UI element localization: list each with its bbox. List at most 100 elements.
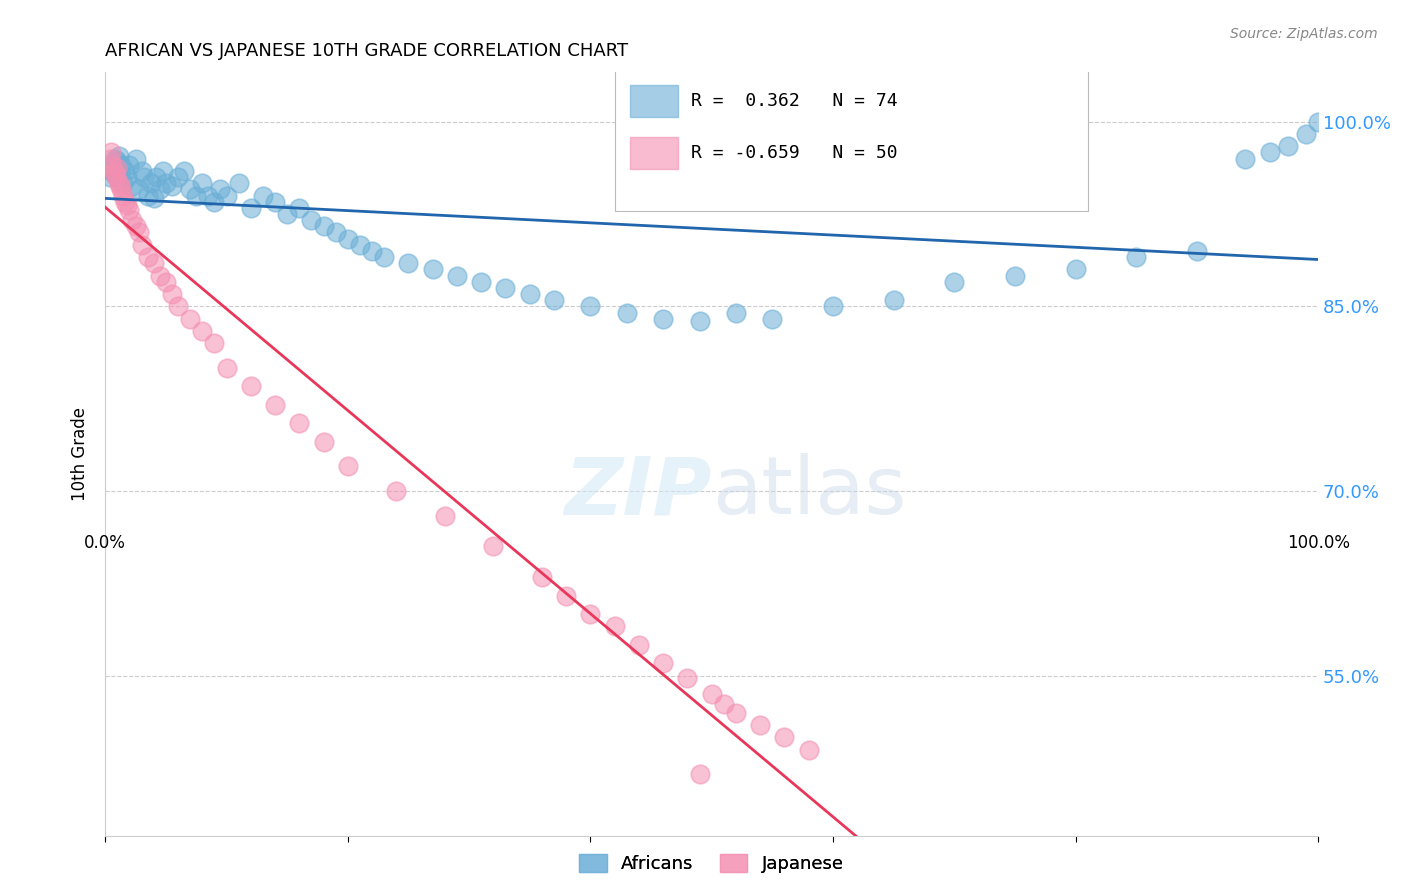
Legend: Africans, Japanese: Africans, Japanese bbox=[572, 847, 851, 880]
Point bbox=[167, 170, 190, 185]
Point bbox=[1234, 152, 1257, 166]
Point bbox=[264, 398, 287, 412]
Point bbox=[155, 275, 177, 289]
Point bbox=[700, 687, 723, 701]
Point bbox=[373, 250, 395, 264]
Point bbox=[228, 176, 250, 190]
Point bbox=[160, 287, 183, 301]
Point bbox=[652, 311, 675, 326]
Point bbox=[299, 213, 322, 227]
Text: 0.0%: 0.0% bbox=[84, 534, 127, 552]
Point bbox=[142, 191, 165, 205]
Point bbox=[128, 182, 150, 196]
Point bbox=[385, 483, 408, 498]
Point bbox=[103, 166, 125, 180]
Point bbox=[470, 275, 492, 289]
FancyBboxPatch shape bbox=[630, 137, 678, 169]
Point bbox=[446, 268, 468, 283]
Point bbox=[336, 459, 359, 474]
Point bbox=[209, 182, 232, 196]
Point bbox=[1064, 262, 1087, 277]
Point bbox=[104, 152, 127, 166]
Point bbox=[136, 250, 159, 264]
Point bbox=[173, 164, 195, 178]
Point bbox=[108, 166, 131, 180]
Point bbox=[749, 718, 772, 732]
Point bbox=[131, 164, 153, 178]
Point bbox=[264, 194, 287, 209]
Point bbox=[167, 299, 190, 313]
Point bbox=[110, 182, 132, 196]
Point bbox=[276, 207, 298, 221]
Text: atlas: atlas bbox=[711, 453, 905, 532]
Point bbox=[761, 311, 783, 326]
Point bbox=[107, 176, 129, 190]
Text: AFRICAN VS JAPANESE 10TH GRADE CORRELATION CHART: AFRICAN VS JAPANESE 10TH GRADE CORRELATI… bbox=[105, 42, 628, 60]
Point bbox=[1308, 114, 1330, 128]
Point bbox=[202, 194, 225, 209]
Point bbox=[689, 767, 711, 781]
Point bbox=[112, 188, 135, 202]
Point bbox=[288, 201, 311, 215]
Point bbox=[114, 164, 136, 178]
Point bbox=[202, 336, 225, 351]
Point bbox=[349, 237, 371, 252]
Point bbox=[1004, 268, 1026, 283]
Point bbox=[616, 305, 638, 319]
Point bbox=[191, 324, 214, 338]
Point bbox=[495, 281, 517, 295]
Point bbox=[149, 182, 172, 196]
Point bbox=[724, 305, 747, 319]
Text: ZIP: ZIP bbox=[564, 453, 711, 532]
FancyBboxPatch shape bbox=[614, 61, 1088, 211]
Point bbox=[543, 293, 565, 308]
Point bbox=[197, 188, 219, 202]
Point bbox=[482, 540, 505, 554]
Point bbox=[112, 176, 135, 190]
Point bbox=[104, 166, 127, 180]
Point bbox=[724, 706, 747, 720]
Point bbox=[689, 314, 711, 328]
Point bbox=[530, 570, 553, 584]
Point bbox=[1277, 139, 1299, 153]
Point bbox=[239, 379, 262, 393]
Point bbox=[132, 170, 155, 185]
Point bbox=[1258, 145, 1281, 160]
Point bbox=[422, 262, 444, 277]
Point bbox=[124, 219, 146, 234]
Text: R = -0.659   N = 50: R = -0.659 N = 50 bbox=[692, 144, 897, 161]
Point bbox=[652, 657, 675, 671]
Point bbox=[579, 299, 602, 313]
Point bbox=[312, 219, 335, 234]
Point bbox=[115, 198, 138, 212]
Point bbox=[131, 237, 153, 252]
Point bbox=[773, 731, 796, 745]
Point bbox=[883, 293, 905, 308]
Text: 100.0%: 100.0% bbox=[1286, 534, 1350, 552]
Point bbox=[105, 161, 128, 176]
Point bbox=[155, 176, 177, 190]
Text: R =  0.362   N = 74: R = 0.362 N = 74 bbox=[692, 92, 897, 110]
Point bbox=[179, 311, 201, 326]
Point bbox=[797, 742, 820, 756]
Point bbox=[627, 638, 650, 652]
Text: Source: ZipAtlas.com: Source: ZipAtlas.com bbox=[1230, 27, 1378, 41]
Y-axis label: 10th Grade: 10th Grade bbox=[72, 407, 89, 501]
Point bbox=[186, 188, 208, 202]
Point bbox=[519, 287, 541, 301]
Point bbox=[312, 434, 335, 449]
Point bbox=[118, 158, 141, 172]
Point bbox=[325, 226, 347, 240]
Point bbox=[145, 170, 167, 185]
Point bbox=[821, 299, 844, 313]
Point bbox=[118, 203, 141, 218]
Point bbox=[215, 188, 238, 202]
Point bbox=[114, 194, 136, 209]
Point bbox=[101, 158, 124, 172]
Point bbox=[142, 256, 165, 270]
Point bbox=[943, 275, 966, 289]
Point bbox=[115, 170, 138, 185]
Point bbox=[239, 201, 262, 215]
Point bbox=[288, 417, 311, 431]
Point bbox=[105, 170, 128, 185]
